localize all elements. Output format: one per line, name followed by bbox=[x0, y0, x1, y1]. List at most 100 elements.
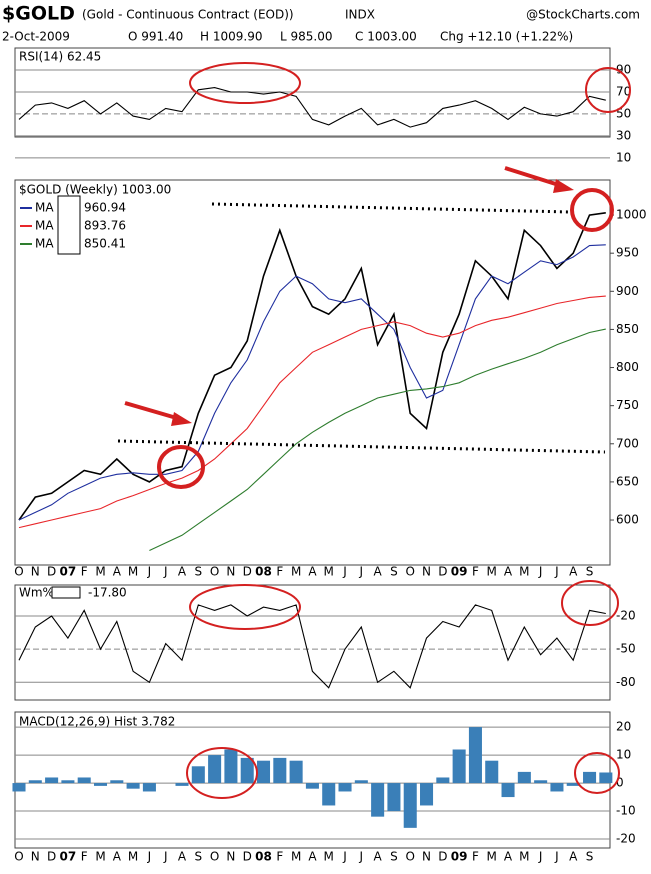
y-tick-label: -50 bbox=[616, 642, 636, 656]
highlight-circle bbox=[574, 752, 620, 794]
x-tick-label: J bbox=[359, 850, 364, 864]
x-tick-label: M bbox=[291, 565, 301, 579]
x-tick-label: J bbox=[554, 850, 559, 864]
x-tick-label: M bbox=[487, 565, 497, 579]
series-line bbox=[149, 328, 606, 551]
x-tick-label: F bbox=[472, 565, 479, 579]
histogram-bar bbox=[240, 757, 254, 784]
legend-label: MA bbox=[35, 219, 54, 233]
x-tick-label: S bbox=[390, 850, 398, 864]
y-tick-label: 90 bbox=[616, 62, 631, 76]
histogram-bar bbox=[191, 766, 205, 784]
panel-frame bbox=[14, 584, 611, 701]
quote-low: L 985.00 bbox=[280, 30, 333, 44]
x-tick-label: 08 bbox=[255, 565, 272, 579]
histogram-bar bbox=[354, 780, 368, 784]
histogram-bar bbox=[517, 771, 531, 784]
x-tick-label: S bbox=[195, 850, 203, 864]
highlight-circle bbox=[570, 188, 614, 232]
series-line bbox=[18, 295, 606, 529]
x-tick-label: 09 bbox=[451, 850, 468, 864]
x-tick-label: M bbox=[487, 850, 497, 864]
histogram-bar bbox=[61, 780, 75, 784]
annotations bbox=[117, 62, 631, 799]
legend-box bbox=[57, 195, 81, 255]
arrow bbox=[124, 401, 181, 421]
histogram-bar bbox=[126, 783, 140, 789]
quote-open: O 991.40 bbox=[128, 30, 183, 44]
x-tick-label: S bbox=[390, 565, 398, 579]
x-tick-label: N bbox=[226, 565, 235, 579]
x-tick-label: O bbox=[210, 850, 219, 864]
highlight-circle bbox=[189, 584, 301, 630]
x-tick-label: S bbox=[586, 565, 594, 579]
x-tick-label: M bbox=[324, 850, 334, 864]
panel-title: $GOLD (Weekly) 1003.00 bbox=[19, 183, 171, 197]
histogram-bar bbox=[485, 760, 499, 784]
date: 2-Oct-2009 bbox=[2, 30, 70, 44]
x-tick-label: M bbox=[95, 565, 105, 579]
x-tick-label: A bbox=[178, 850, 187, 864]
arrow-head bbox=[553, 179, 574, 193]
histogram-bar bbox=[452, 749, 466, 784]
y-tick-label: 650 bbox=[616, 474, 639, 488]
y-tick-label: -20 bbox=[616, 608, 636, 622]
histogram-bar bbox=[142, 783, 156, 792]
x-tick-label: N bbox=[226, 850, 235, 864]
histogram-bar bbox=[436, 777, 450, 784]
panel-frame bbox=[14, 711, 611, 849]
highlight-circle bbox=[186, 747, 258, 799]
x-tick-label: A bbox=[374, 565, 383, 579]
x-tick-label: M bbox=[519, 565, 529, 579]
exchange: INDX bbox=[345, 8, 375, 22]
histogram-bar bbox=[77, 777, 91, 784]
legend-value: 960.94 bbox=[84, 201, 126, 215]
arrow bbox=[504, 166, 563, 188]
x-tick-label: D bbox=[243, 565, 252, 579]
histogram-bar bbox=[45, 777, 59, 784]
y-tick-label: 900 bbox=[616, 284, 639, 298]
x-tick-label: A bbox=[308, 850, 317, 864]
histogram-bar bbox=[289, 760, 303, 784]
x-tick-label: A bbox=[374, 850, 383, 864]
x-tick-label: J bbox=[342, 565, 347, 579]
source: @StockCharts.com bbox=[526, 8, 640, 22]
highlight-circle bbox=[585, 67, 631, 113]
x-tick-label: M bbox=[128, 850, 138, 864]
x-tick-label: N bbox=[422, 565, 431, 579]
x-tick-label: A bbox=[308, 565, 317, 579]
x-tick-label: M bbox=[519, 850, 529, 864]
histogram-bar bbox=[93, 783, 108, 786]
panel-frame bbox=[14, 47, 611, 138]
histogram-bar bbox=[305, 783, 319, 789]
series-line bbox=[18, 604, 606, 689]
x-tick-label: A bbox=[113, 850, 122, 864]
x-tick-label: D bbox=[438, 850, 447, 864]
x-tick-label: D bbox=[47, 850, 56, 864]
quote-high: H 1009.90 bbox=[200, 30, 262, 44]
y-tick-label: 600 bbox=[616, 513, 639, 527]
symbol: $GOLD bbox=[2, 3, 75, 25]
panels: 90 70 50 30 10 RSI(14) 62.45 600 650 700 750 800 85… bbox=[12, 47, 647, 864]
histogram-bar bbox=[338, 783, 352, 792]
x-tick-label: J bbox=[163, 850, 168, 864]
y-tick-label: -80 bbox=[616, 675, 636, 689]
panel-title: Wm%R bbox=[19, 586, 62, 600]
highlight-circle bbox=[157, 445, 205, 489]
histogram-bar bbox=[420, 783, 434, 806]
y-tick-label: 30 bbox=[616, 128, 631, 142]
y-tick-label: 50 bbox=[616, 106, 631, 120]
x-tick-label: A bbox=[178, 565, 187, 579]
y-tick-label: 10 bbox=[616, 748, 631, 762]
x-tick-label: O bbox=[14, 850, 23, 864]
x-tick-label: 08 bbox=[255, 850, 272, 864]
histogram-bar bbox=[12, 783, 26, 792]
series-line bbox=[18, 244, 606, 521]
x-tick-label: S bbox=[195, 565, 203, 579]
legend-label: MA bbox=[35, 237, 54, 251]
x-tick-label: F bbox=[81, 850, 88, 864]
x-tick-label: O bbox=[210, 565, 219, 579]
x-tick-label: F bbox=[276, 850, 283, 864]
x-tick-label: A bbox=[569, 565, 578, 579]
